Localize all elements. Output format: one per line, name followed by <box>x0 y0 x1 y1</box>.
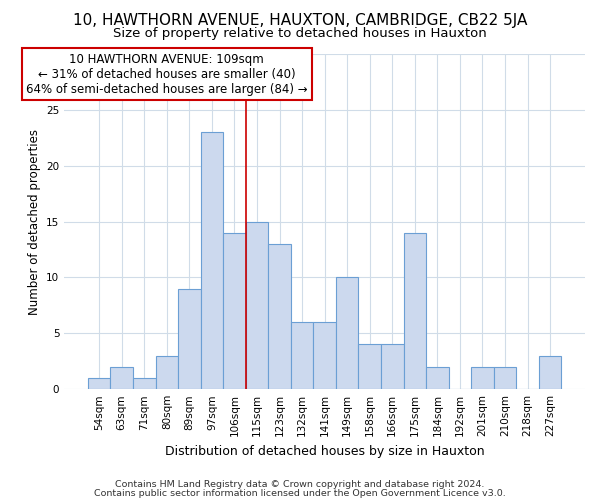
Bar <box>178 288 200 389</box>
Y-axis label: Number of detached properties: Number of detached properties <box>28 128 41 314</box>
X-axis label: Distribution of detached houses by size in Hauxton: Distribution of detached houses by size … <box>165 444 484 458</box>
Bar <box>291 322 313 389</box>
Bar <box>200 132 223 389</box>
Bar <box>133 378 155 389</box>
Text: 10 HAWTHORN AVENUE: 109sqm
← 31% of detached houses are smaller (40)
64% of semi: 10 HAWTHORN AVENUE: 109sqm ← 31% of deta… <box>26 52 308 96</box>
Bar <box>358 344 381 389</box>
Bar <box>404 233 426 389</box>
Bar <box>471 367 494 389</box>
Bar <box>268 244 291 389</box>
Bar <box>110 367 133 389</box>
Bar <box>494 367 516 389</box>
Bar <box>155 356 178 389</box>
Text: Size of property relative to detached houses in Hauxton: Size of property relative to detached ho… <box>113 28 487 40</box>
Bar <box>313 322 336 389</box>
Bar <box>246 222 268 389</box>
Text: Contains public sector information licensed under the Open Government Licence v3: Contains public sector information licen… <box>94 489 506 498</box>
Bar <box>336 278 358 389</box>
Text: 10, HAWTHORN AVENUE, HAUXTON, CAMBRIDGE, CB22 5JA: 10, HAWTHORN AVENUE, HAUXTON, CAMBRIDGE,… <box>73 12 527 28</box>
Text: Contains HM Land Registry data © Crown copyright and database right 2024.: Contains HM Land Registry data © Crown c… <box>115 480 485 489</box>
Bar <box>223 233 246 389</box>
Bar <box>381 344 404 389</box>
Bar <box>539 356 562 389</box>
Bar <box>426 367 449 389</box>
Bar <box>88 378 110 389</box>
